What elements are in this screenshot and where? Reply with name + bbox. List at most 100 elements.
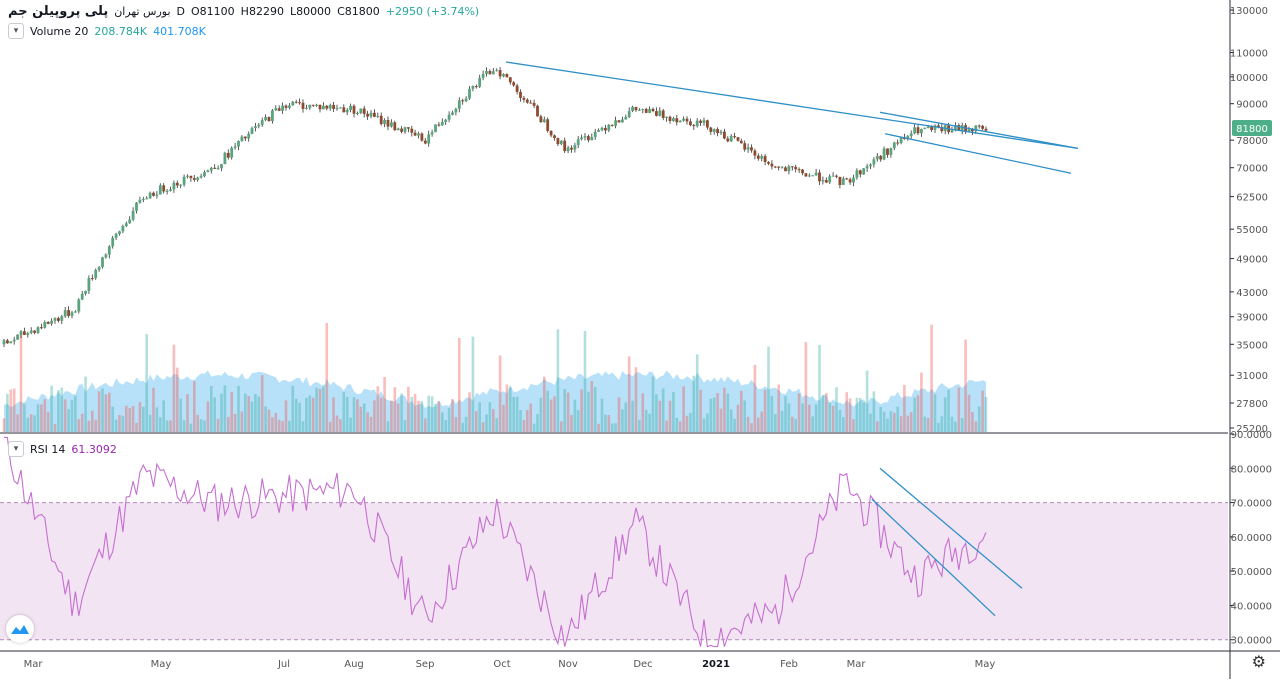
volume-bar (648, 413, 651, 432)
volume-bar (543, 376, 546, 432)
volume-bar (607, 415, 611, 432)
volume-bar (780, 410, 784, 432)
volume-bar (189, 423, 193, 432)
candle-body (814, 172, 818, 176)
candle-body (678, 120, 682, 123)
volume-bar (947, 389, 950, 432)
volume-bar (26, 417, 30, 432)
volume-bar (379, 397, 383, 432)
volume-bar (434, 403, 437, 432)
volume-bar (53, 423, 57, 432)
candle-body (899, 137, 903, 143)
volume-bar (250, 401, 254, 432)
candle-body (311, 104, 315, 106)
volume-bar (974, 421, 978, 432)
candle-body (131, 210, 135, 220)
volume-bar (451, 399, 454, 432)
candle-body (63, 310, 67, 317)
candle-body (274, 108, 278, 111)
volume-bar (627, 356, 631, 432)
volume-bar (872, 391, 876, 432)
symbol-name[interactable]: پلی پروپیلن جم (8, 3, 109, 19)
candle-body (736, 137, 740, 141)
candle-body (80, 293, 84, 300)
chevron-down-icon[interactable]: ▾ (8, 441, 24, 457)
volume-label[interactable]: Volume 20 (30, 24, 89, 38)
volume-bar (763, 389, 767, 432)
volume-bar (186, 394, 189, 432)
volume-bar (808, 404, 811, 432)
volume-bar (546, 390, 549, 432)
volume-bar (526, 410, 529, 432)
interval-label[interactable]: D (176, 4, 186, 18)
volume-bar (318, 389, 322, 432)
candle-body (794, 166, 798, 170)
volume-bar (852, 419, 855, 432)
candle-body (169, 189, 172, 191)
candle-body (790, 166, 794, 168)
volume-bar (515, 396, 519, 432)
volume-bar (193, 381, 196, 432)
candle-body (797, 169, 801, 171)
volume-bar (825, 393, 828, 432)
chevron-down-icon[interactable]: ▾ (8, 23, 24, 39)
candle-body (413, 132, 417, 136)
volume-bar (614, 423, 617, 432)
volume-bar (492, 409, 495, 432)
volume-bar (532, 423, 536, 432)
gear-icon[interactable]: ⚙ (1251, 652, 1266, 671)
candle-body (403, 127, 407, 132)
rsi-label[interactable]: RSI 14 (30, 442, 66, 456)
volume-bar (940, 416, 944, 432)
candle-body (440, 121, 444, 126)
candle-body (672, 118, 675, 122)
candle-body (315, 104, 318, 106)
candle-body (583, 136, 587, 138)
candle-body (498, 70, 502, 77)
candle-body (882, 148, 886, 160)
rsi-tick-label: 80.0000 (1231, 464, 1272, 475)
candle-body (162, 185, 166, 192)
candle-body (23, 331, 26, 335)
time-tick-label: Jul (277, 659, 290, 670)
volume-bar (410, 396, 414, 432)
candle-body (549, 130, 553, 136)
candle-body (981, 125, 984, 129)
last-price-badge (1232, 120, 1272, 136)
candle-body (668, 116, 672, 121)
volume-bar (624, 402, 628, 432)
tradingview-logo-icon[interactable] (6, 615, 34, 643)
rsi-line (4, 436, 987, 648)
volume-bar (712, 397, 716, 432)
candle-body (111, 237, 115, 247)
volume-bar (831, 405, 835, 432)
time-tick-label: Dec (633, 659, 652, 670)
volume-bar (498, 355, 502, 432)
volume-legend: ▾ Volume 20 208.784K 401.708K (8, 22, 206, 40)
candle-body (223, 152, 227, 165)
candle-body (542, 119, 546, 123)
volume-bar (933, 394, 937, 432)
volume-bar (441, 412, 444, 432)
candle-body (709, 127, 713, 132)
candle-body (661, 110, 665, 118)
volume-bar (617, 397, 621, 432)
candle-body (692, 125, 696, 127)
volume-bar (736, 404, 740, 432)
candle-body (954, 125, 957, 131)
volume-bar (909, 412, 913, 432)
volume-bar (427, 395, 430, 432)
candle-body (913, 127, 916, 134)
volume-bar (750, 423, 753, 432)
time-tick-label: 2021 (702, 659, 730, 670)
time-tick-label: Oct (493, 659, 510, 670)
volume-bar (797, 393, 801, 432)
volume-bar (60, 387, 64, 432)
volume-bar (553, 396, 556, 432)
candle-body (277, 108, 281, 111)
volume-bar (376, 386, 380, 432)
candle-body (318, 104, 322, 110)
volume-bar (587, 391, 590, 432)
